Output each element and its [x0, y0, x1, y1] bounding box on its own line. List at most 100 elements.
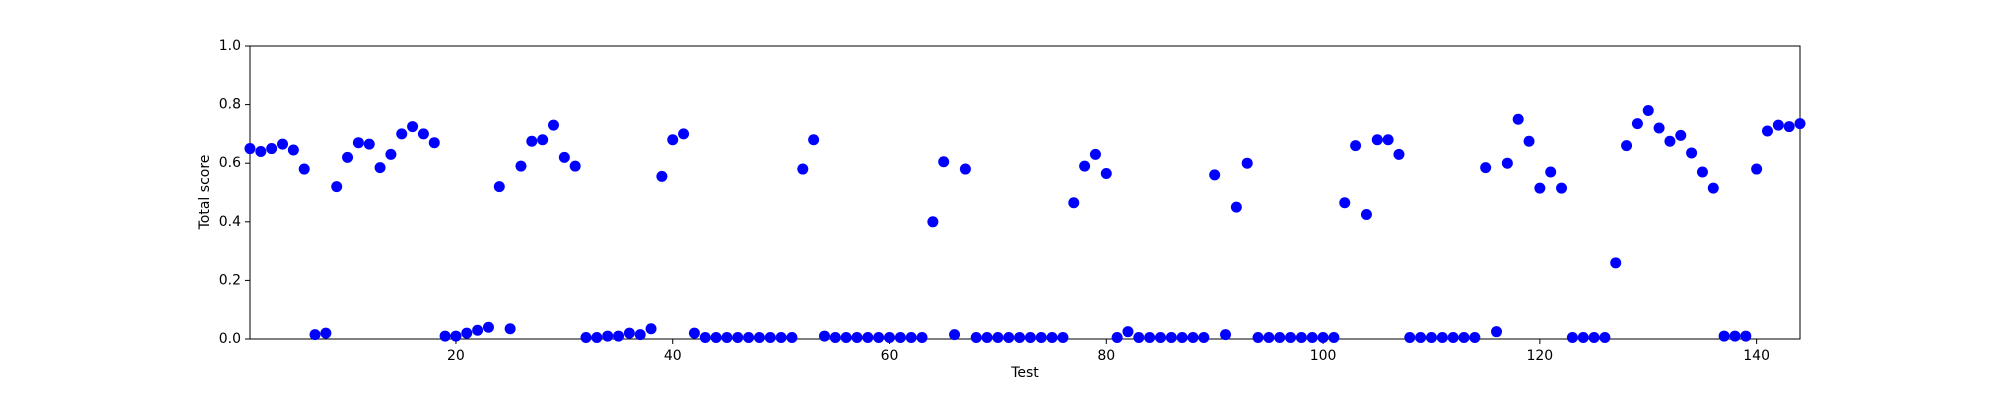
point [374, 162, 386, 174]
x-tick-label: 100 [1310, 348, 1337, 364]
point [699, 332, 711, 344]
point [710, 332, 722, 344]
point [1003, 332, 1015, 344]
point [1783, 121, 1795, 133]
point [1230, 201, 1242, 213]
point [1122, 326, 1134, 338]
point [1176, 332, 1188, 344]
point [331, 181, 343, 193]
point [298, 163, 310, 175]
point [244, 143, 256, 155]
point [851, 332, 863, 344]
point [1415, 332, 1427, 344]
point [1111, 332, 1123, 344]
point [1350, 140, 1362, 152]
point [894, 332, 906, 344]
point [1165, 332, 1177, 344]
point [1631, 118, 1643, 130]
point [1252, 332, 1264, 344]
point [873, 332, 885, 344]
point [818, 330, 830, 342]
y-tick-label: 0.6 [219, 155, 241, 171]
point [515, 160, 527, 172]
point [1707, 182, 1719, 194]
point [905, 332, 917, 344]
point [1469, 332, 1481, 344]
point [569, 160, 581, 172]
point [797, 163, 809, 175]
x-tick-label: 140 [1743, 348, 1770, 364]
point [884, 332, 896, 344]
point [1588, 332, 1600, 344]
point [428, 137, 440, 149]
point [1480, 162, 1492, 174]
point [1621, 140, 1633, 152]
x-tick-label: 20 [447, 348, 465, 364]
point [396, 128, 408, 140]
point [417, 128, 429, 140]
point [602, 330, 614, 342]
point [992, 332, 1004, 344]
point [1014, 332, 1026, 344]
point [732, 332, 744, 344]
point [808, 134, 820, 146]
point [1534, 182, 1546, 194]
point [1295, 332, 1307, 344]
point [927, 216, 939, 228]
point [580, 332, 592, 344]
point [1057, 332, 1069, 344]
point [949, 329, 961, 341]
point [981, 332, 993, 344]
point [1556, 182, 1568, 194]
point [1761, 125, 1773, 137]
point [287, 144, 299, 156]
point [1599, 332, 1611, 344]
point [1501, 157, 1513, 169]
point [656, 170, 668, 182]
point [537, 134, 549, 146]
point [1198, 332, 1210, 344]
x-tick-label: 40 [664, 348, 682, 364]
point [688, 327, 700, 339]
point [1393, 148, 1405, 160]
point [613, 330, 625, 342]
point [1068, 197, 1080, 209]
point [1545, 166, 1557, 178]
point [1425, 332, 1437, 344]
point [786, 332, 798, 344]
point [645, 323, 657, 335]
point [1154, 332, 1166, 344]
x-tick-label: 80 [1097, 348, 1115, 364]
point [407, 121, 419, 133]
point [1209, 169, 1221, 181]
point [634, 329, 646, 341]
plot-frame [249, 45, 1801, 340]
point [352, 137, 364, 149]
point [970, 332, 982, 344]
point [1339, 197, 1351, 209]
point [363, 138, 375, 150]
point [1220, 329, 1232, 341]
point [1512, 113, 1524, 125]
point [1610, 257, 1622, 269]
point [1317, 332, 1329, 344]
point [1133, 332, 1145, 344]
point [1079, 160, 1091, 172]
point [461, 327, 473, 339]
point [266, 143, 278, 155]
point [1794, 118, 1806, 130]
point [1653, 122, 1665, 134]
point [277, 138, 289, 150]
point [547, 119, 559, 131]
point [1729, 330, 1741, 342]
y-tick-label: 0.0 [219, 331, 241, 347]
point [1642, 104, 1654, 116]
point [1089, 148, 1101, 160]
point [482, 321, 494, 333]
point [1328, 332, 1340, 344]
point [840, 332, 852, 344]
point [450, 330, 462, 342]
point [1035, 332, 1047, 344]
point [1458, 332, 1470, 344]
